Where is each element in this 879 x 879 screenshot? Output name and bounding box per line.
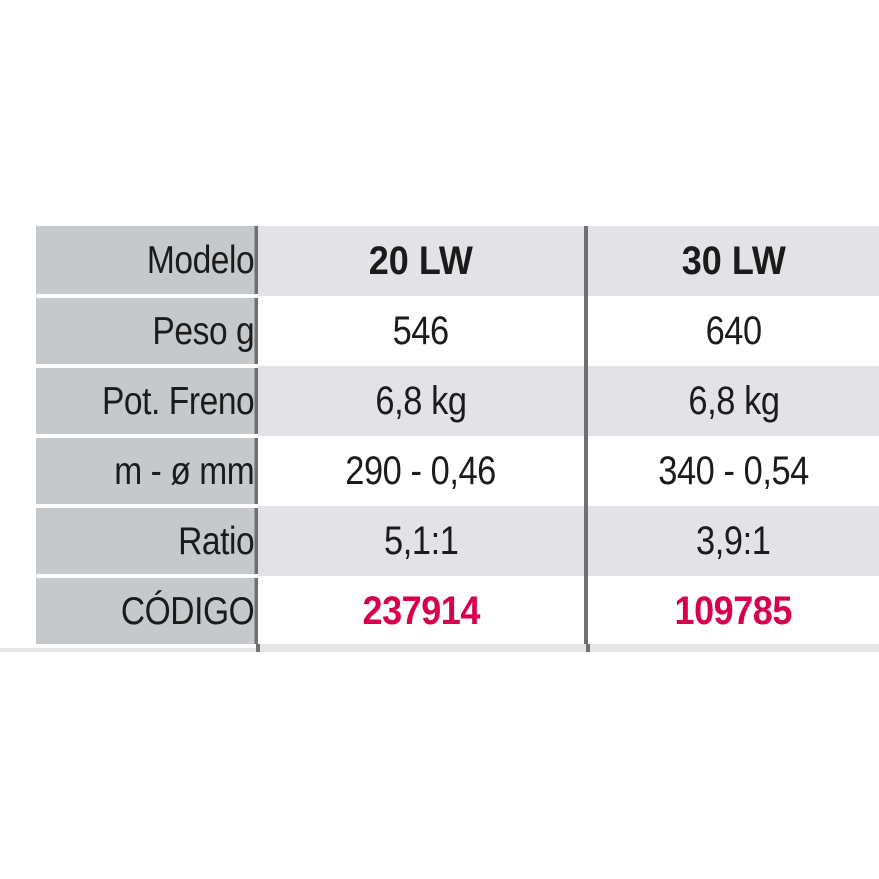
row-value-peso-a-text: 546 (392, 309, 450, 353)
table-bottom-strip-label-gap (0, 644, 256, 648)
row-label-m-diameter: m - ø mm (35, 436, 258, 508)
row-label-codigo: CÓDIGO (35, 576, 258, 648)
row-value-peso-b: 640 (584, 296, 879, 366)
row-value-peso-a: 546 (256, 296, 586, 366)
row-value-m-diameter-a: 290 - 0,46 (256, 436, 586, 506)
table-row-codigo: CÓDIGO 237914 109785 (0, 576, 879, 648)
table-row: Peso g 546 640 (0, 296, 879, 368)
row-label-ratio: Ratio (35, 506, 258, 578)
row-value-pot-freno-a-text: 6,8 kg (375, 379, 467, 423)
row-label-pot-freno: Pot. Freno (35, 366, 258, 438)
row-value-m-diameter-b: 340 - 0,54 (584, 436, 879, 506)
row-value-pot-freno-a: 6,8 kg (256, 366, 586, 436)
header-model-a-text: 20 LW (368, 239, 474, 283)
row-value-codigo-a: 237914 (256, 576, 586, 646)
row-value-ratio-a-text: 5,1:1 (383, 519, 459, 563)
column-divider-b-tail (586, 644, 590, 652)
row-value-pot-freno-b: 6,8 kg (584, 366, 879, 436)
code-b-text: 109785 (674, 589, 793, 633)
specification-table: Modelo 20 LW 30 LW Peso g 546 640 Pot. F… (0, 226, 879, 648)
header-model-a: 20 LW (256, 226, 586, 296)
row-label-peso: Peso g (35, 296, 258, 368)
header-model-b: 30 LW (584, 226, 879, 296)
row-value-ratio-a: 5,1:1 (256, 506, 586, 576)
row-value-m-diameter-b-text: 340 - 0,54 (658, 449, 809, 493)
code-a-text: 237914 (362, 589, 480, 633)
header-label-modelo: Modelo (35, 226, 258, 298)
row-value-ratio-b-text: 3,9:1 (696, 519, 771, 563)
row-value-codigo-b: 109785 (584, 576, 879, 646)
table-row: m - ø mm 290 - 0,46 340 - 0,54 (0, 436, 879, 508)
table-row: Ratio 5,1:1 3,9:1 (0, 506, 879, 578)
column-divider-a-tail (256, 644, 260, 652)
row-value-pot-freno-b-text: 6,8 kg (687, 379, 780, 423)
row-value-ratio-b: 3,9:1 (584, 506, 879, 576)
row-value-peso-b-text: 640 (705, 309, 762, 353)
row-value-m-diameter-a-text: 290 - 0,46 (345, 449, 497, 493)
table-header-row: Modelo 20 LW 30 LW (0, 226, 879, 298)
header-model-b-text: 30 LW (681, 239, 786, 283)
table-bottom-strip (0, 644, 879, 652)
table-row: Pot. Freno 6,8 kg 6,8 kg (0, 366, 879, 438)
